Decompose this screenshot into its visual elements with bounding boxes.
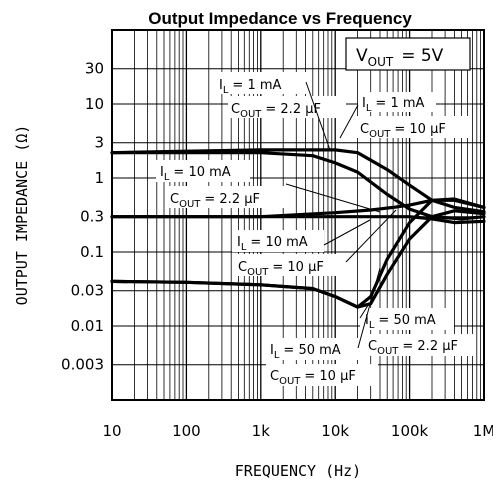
x-tick-label: 100	[172, 422, 201, 440]
y-axis-label: OUTPUT IMPEDANCE (Ω)	[13, 125, 31, 306]
series-line-5	[110, 209, 486, 309]
x-axis-label: FREQUENCY (Hz)	[235, 462, 361, 480]
vout-sub: OUT	[368, 55, 394, 69]
y-tick-label: 0.01	[71, 317, 104, 335]
y-tick-label: 10	[85, 95, 104, 113]
vout-value: = 5V	[401, 46, 443, 66]
annotation-1ma-22uf-current: IL = 1 mA	[219, 78, 282, 96]
x-tick-label: 1k	[252, 422, 271, 440]
y-tick-label: 30	[85, 60, 104, 78]
annotation-10ma-10uf-current: IL = 10 mA	[237, 235, 308, 253]
x-tick-label: 100k	[391, 422, 429, 440]
series-line-0	[110, 148, 486, 214]
leader-10ma-22uf	[285, 183, 381, 213]
annotation-1ma-10uf-current: IL = 1 mA	[362, 96, 425, 114]
leader-lines	[285, 81, 399, 349]
x-tick-label: 10	[102, 422, 121, 440]
vout-main: V	[356, 46, 368, 66]
series-annotations: IL = 1 mA COUT = 2.2 µF IL = 1 mA COUT = 10 …	[156, 72, 476, 387]
y-tick-label: 3	[94, 134, 104, 152]
leader-1ma-10uf	[339, 104, 359, 139]
x-tick-label: 1M	[473, 422, 493, 440]
leader-50ma-22uf	[359, 257, 399, 319]
y-tick-label: 0.1	[80, 243, 104, 261]
y-tick-labels: 30 10 3 1 0.3 0.1 0.03 0.01 0.003	[61, 60, 104, 374]
annotation-50ma-22uf-current: IL = 50 mA	[365, 313, 436, 331]
y-tick-label: 1	[94, 169, 104, 187]
series-line-3	[110, 215, 486, 225]
leader-1ma-22uf	[305, 81, 331, 151]
series-layer	[110, 148, 486, 309]
y-tick-label: 0.03	[71, 282, 104, 300]
leader-10ma-10uf	[323, 219, 371, 246]
leader-10ma-10uf-b	[345, 209, 397, 263]
y-tick-label: 0.3	[80, 208, 104, 226]
annotation-10ma-22uf-current: IL = 10 mA	[160, 165, 231, 183]
vout-annotation: VOUT = 5V	[345, 37, 471, 71]
leader-50ma-10uf	[357, 267, 381, 349]
vout-label: VOUT = 5V	[356, 46, 444, 69]
annotation-50ma-10uf-current: IL = 50 mA	[270, 343, 341, 361]
chart-title: Output Impedance vs Frequency	[148, 9, 412, 28]
x-tick-labels: 10 100 1k 10k 100k 1M	[102, 422, 493, 440]
x-tick-label: 10k	[321, 422, 349, 440]
y-tick-label: 0.003	[61, 356, 104, 374]
annotation-1ma-22uf-cap: COUT = 2.2 µF	[231, 102, 321, 120]
series-line-1	[110, 151, 486, 221]
vout-box	[345, 37, 471, 71]
